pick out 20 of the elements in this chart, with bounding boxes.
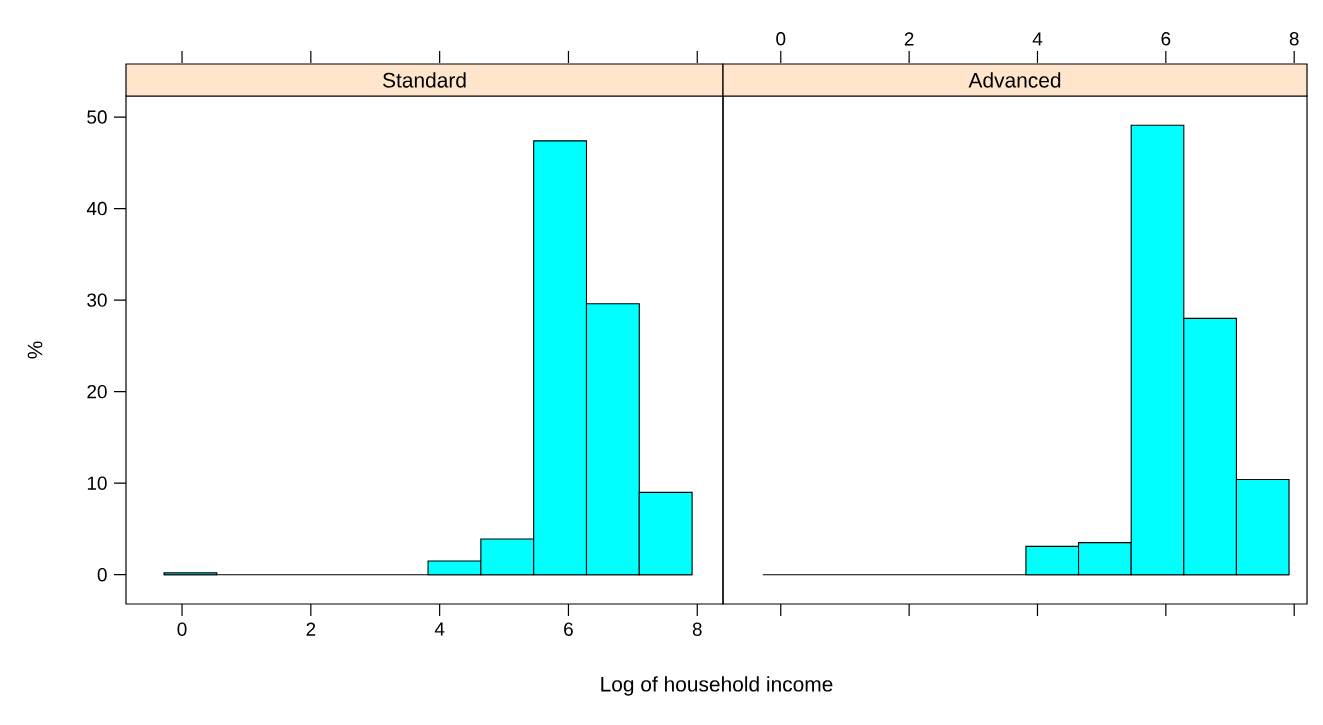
chart-title: Standard xyxy=(383,72,466,88)
x-tick-label: 4 xyxy=(434,622,445,636)
y-tick-label: 30 xyxy=(87,293,107,307)
y-tick-label: 10 xyxy=(87,476,107,490)
x-tick-label: 2 xyxy=(904,32,914,46)
x-tick-label: 0 xyxy=(177,622,187,636)
x-tick-label: 6 xyxy=(1161,32,1171,46)
x-tick-label: 2 xyxy=(306,622,316,636)
x-tick-label: 4 xyxy=(1032,32,1043,46)
x-tick-label: 8 xyxy=(692,622,702,636)
y-tick-label: 50 xyxy=(87,110,107,124)
x-axis-title: Log of household income xyxy=(601,676,833,696)
x-tick-label: 8 xyxy=(1289,32,1299,46)
chart-title: Advanced xyxy=(968,72,1061,88)
y-tick-label: 40 xyxy=(86,201,107,216)
y-tick-label: 0 xyxy=(97,568,107,582)
x-tick-label: 0 xyxy=(776,32,786,46)
x-tick-label: 6 xyxy=(564,622,573,636)
y-tick-label: 20 xyxy=(87,384,107,399)
y-axis-title: % xyxy=(27,341,43,359)
